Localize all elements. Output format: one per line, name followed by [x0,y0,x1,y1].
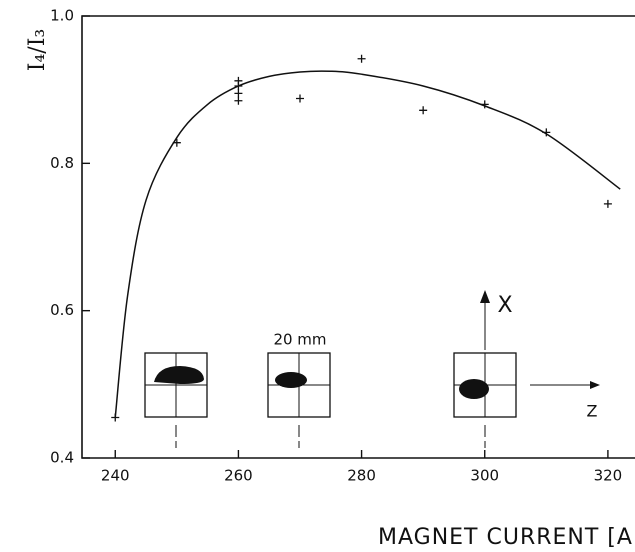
y-tick-label: 0.4 [50,449,74,467]
beam-spot [459,379,489,399]
data-point [173,139,181,147]
beam-spot [275,372,307,388]
page: {"chart_data": { "type": "scatter", "y_l… [0,0,635,552]
arrow-head [590,381,600,389]
data-point [419,106,427,114]
annotation: Z [587,402,598,421]
y-tick-label: 0.8 [50,154,74,172]
annotation: X [497,293,512,318]
x-tick-label: 300 [470,467,499,485]
x-tick-label: 260 [224,467,253,485]
data-point [234,89,242,97]
data-point [234,77,242,85]
chart: 20 mm X Z I₄/I₃ MAGNET CURRENT [A] 240 26… [0,0,635,552]
x-tick-label: 280 [347,467,376,485]
data-point [604,200,612,208]
insets: 20 mm X Z [145,290,600,448]
annotation: 20 mm [273,331,326,349]
data-point [111,413,119,421]
data-point [358,55,366,63]
arrow-head [480,290,490,303]
data-point [296,95,304,103]
y-tick-label: 1.0 [50,7,74,25]
x-tick-label: 240 [101,467,130,485]
y-axis-label: I₄/I₃ [25,29,50,71]
x-tick-label: 320 [594,467,623,485]
x-axis-label: MAGNET CURRENT [A] [378,525,635,550]
data-point [234,97,242,105]
y-tick-label: 0.6 [50,301,74,319]
